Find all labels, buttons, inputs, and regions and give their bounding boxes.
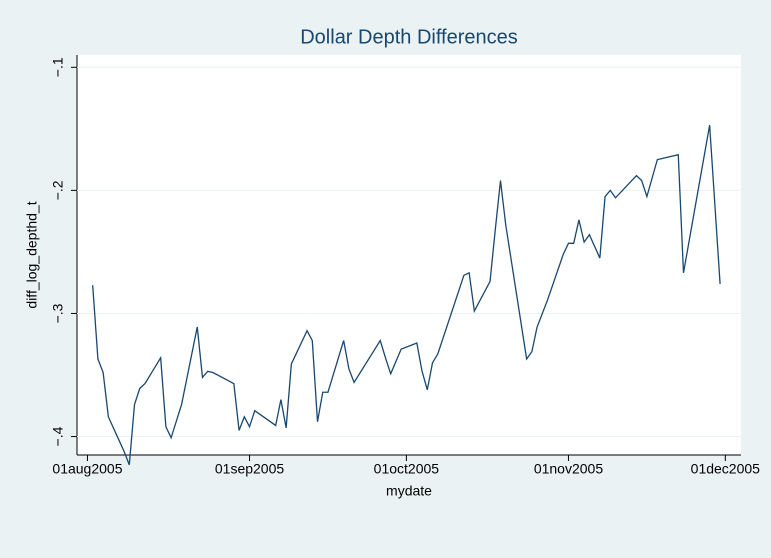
plot-area (77, 55, 741, 455)
y-tick-label: −.2 (50, 180, 66, 200)
x-tick-label: 01oct2005 (374, 461, 440, 477)
x-axis-title: mydate (386, 483, 432, 499)
y-tick-label: −.3 (50, 303, 66, 323)
x-tick-label: 01aug2005 (52, 461, 122, 477)
data-line (92, 125, 721, 466)
chart-title: Dollar Depth Differences (300, 26, 518, 48)
x-tick-label: 01dec2005 (691, 461, 761, 477)
y-tick-label: −.1 (50, 57, 66, 77)
x-tick-label: 01nov2005 (534, 461, 604, 477)
x-tick-label: 01sep2005 (215, 461, 285, 477)
y-axis-title: diff_log_depthd_t (24, 201, 40, 308)
y-tick-label: −.4 (50, 426, 66, 446)
